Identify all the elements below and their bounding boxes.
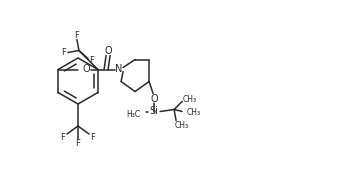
- Text: CH₃: CH₃: [175, 121, 189, 130]
- Text: O: O: [104, 45, 112, 56]
- Text: F: F: [61, 133, 66, 141]
- Text: F: F: [75, 31, 79, 40]
- Text: F: F: [76, 139, 80, 148]
- Text: N: N: [115, 64, 123, 75]
- Text: Si: Si: [150, 107, 158, 116]
- Text: O: O: [82, 64, 90, 75]
- Text: F: F: [61, 48, 66, 57]
- Text: F: F: [89, 56, 94, 65]
- Text: CH₃: CH₃: [187, 108, 201, 117]
- Text: O: O: [150, 94, 158, 103]
- Text: CH₃: CH₃: [183, 95, 197, 104]
- Text: F: F: [90, 133, 96, 141]
- Text: H₃C: H₃C: [126, 110, 140, 119]
